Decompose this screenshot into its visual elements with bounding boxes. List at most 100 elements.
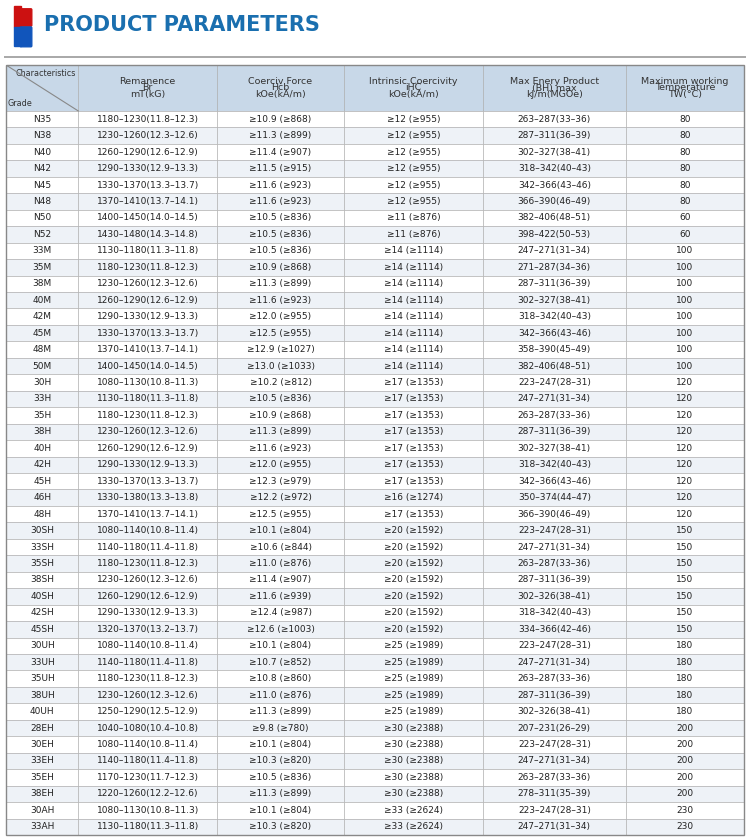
Text: 342–366(43–46): 342–366(43–46) — [518, 328, 591, 338]
Text: 247–271(31–34): 247–271(31–34) — [518, 395, 591, 403]
Text: ≥11.0 (≥876): ≥11.0 (≥876) — [250, 559, 312, 568]
Text: 263–287(33–36): 263–287(33–36) — [518, 675, 591, 683]
Text: 33SH: 33SH — [30, 543, 54, 552]
Bar — [6, 308, 78, 325]
Text: Max Enery Product: Max Enery Product — [510, 77, 599, 86]
Bar — [483, 308, 626, 325]
Bar — [78, 325, 217, 341]
Text: ≥25 (≥1989): ≥25 (≥1989) — [384, 690, 443, 700]
Text: ≥20 (≥1592): ≥20 (≥1592) — [384, 608, 443, 617]
Bar — [344, 555, 483, 572]
Text: 271–287(34–36): 271–287(34–36) — [518, 263, 591, 272]
Text: 80: 80 — [680, 164, 691, 173]
Text: ≥10.9 (≥868): ≥10.9 (≥868) — [250, 115, 312, 123]
Text: Hcb: Hcb — [272, 83, 290, 92]
Bar — [78, 144, 217, 160]
Text: 1140–1180(11.4–11.8): 1140–1180(11.4–11.8) — [97, 543, 199, 552]
Bar — [6, 128, 78, 144]
Bar — [6, 407, 78, 423]
Bar — [217, 555, 344, 572]
Bar — [6, 720, 78, 737]
Text: ≥10.3 (≥820): ≥10.3 (≥820) — [250, 822, 311, 832]
Bar — [6, 555, 78, 572]
Bar — [344, 538, 483, 555]
Bar — [626, 391, 744, 407]
Text: Grade: Grade — [8, 99, 33, 108]
Text: 1220–1260(12.2–12.6): 1220–1260(12.2–12.6) — [97, 790, 199, 798]
Text: ≥20 (≥1592): ≥20 (≥1592) — [384, 559, 443, 568]
Bar — [6, 144, 78, 160]
Text: 120: 120 — [676, 444, 694, 453]
Bar — [626, 473, 744, 490]
Bar — [344, 490, 483, 506]
Text: 398–422(50–53): 398–422(50–53) — [518, 230, 591, 239]
Bar — [344, 210, 483, 226]
Text: 334–366(42–46): 334–366(42–46) — [518, 625, 591, 634]
Bar — [6, 769, 78, 785]
Bar — [626, 737, 744, 753]
Bar — [483, 226, 626, 243]
Bar — [483, 572, 626, 588]
Bar — [626, 654, 744, 670]
Bar — [483, 160, 626, 176]
Bar — [6, 391, 78, 407]
Bar — [626, 753, 744, 769]
Text: 263–287(33–36): 263–287(33–36) — [518, 115, 591, 123]
Text: 1260–1290(12.6–12.9): 1260–1290(12.6–12.9) — [97, 296, 199, 305]
Bar — [483, 588, 626, 605]
Text: 302–326(38–41): 302–326(38–41) — [518, 707, 591, 716]
Bar — [217, 292, 344, 308]
Bar — [78, 473, 217, 490]
Text: 80: 80 — [680, 181, 691, 190]
Bar — [483, 555, 626, 572]
Text: (BH) max: (BH) max — [532, 83, 577, 92]
Text: 318–342(40–43): 318–342(40–43) — [518, 460, 591, 470]
Text: ≥12.9 (≥1027): ≥12.9 (≥1027) — [247, 345, 314, 354]
Text: 120: 120 — [676, 460, 694, 470]
Text: 200: 200 — [676, 723, 694, 732]
Text: 38EH: 38EH — [30, 790, 54, 798]
Text: 35M: 35M — [32, 263, 52, 272]
Text: ≥25 (≥1989): ≥25 (≥1989) — [384, 658, 443, 667]
Bar — [626, 226, 744, 243]
Bar — [344, 638, 483, 654]
Bar — [78, 65, 217, 111]
Bar — [217, 226, 344, 243]
Bar — [626, 341, 744, 358]
Bar — [78, 802, 217, 818]
Text: 80: 80 — [680, 115, 691, 123]
Text: 1400–1450(14.0–14.5): 1400–1450(14.0–14.5) — [97, 361, 199, 370]
Text: kOe(kA/m): kOe(kA/m) — [388, 90, 439, 99]
Text: 302–327(38–41): 302–327(38–41) — [518, 444, 591, 453]
Bar — [6, 176, 78, 193]
Text: 1080–1140(10.8–11.4): 1080–1140(10.8–11.4) — [97, 641, 199, 650]
Bar — [626, 292, 744, 308]
Text: 263–287(33–36): 263–287(33–36) — [518, 773, 591, 782]
Text: 120: 120 — [676, 493, 694, 502]
Bar — [344, 588, 483, 605]
Text: 1260–1290(12.6–12.9): 1260–1290(12.6–12.9) — [97, 592, 199, 601]
Text: 180: 180 — [676, 707, 694, 716]
Text: 1130–1180(11.3–11.8): 1130–1180(11.3–11.8) — [97, 246, 199, 255]
Bar — [626, 802, 744, 818]
Bar — [6, 440, 78, 457]
Text: 1180–1230(11.8–12.3): 1180–1230(11.8–12.3) — [97, 559, 199, 568]
Text: N45: N45 — [33, 181, 51, 190]
Text: ≥11.5 (≥915): ≥11.5 (≥915) — [250, 164, 312, 173]
Bar — [6, 737, 78, 753]
Text: ≥12.6 (≥1003): ≥12.6 (≥1003) — [247, 625, 314, 634]
Bar — [78, 670, 217, 687]
Bar — [483, 457, 626, 473]
Text: 120: 120 — [676, 428, 694, 436]
Text: 302–326(38–41): 302–326(38–41) — [518, 592, 591, 601]
Text: 38H: 38H — [33, 428, 51, 436]
Text: ≥10.9 (≥868): ≥10.9 (≥868) — [250, 263, 312, 272]
Bar — [78, 160, 217, 176]
Bar — [483, 785, 626, 802]
Bar — [6, 703, 78, 720]
Bar — [626, 160, 744, 176]
Text: 120: 120 — [676, 378, 694, 387]
Text: Characteristics: Characteristics — [16, 69, 76, 78]
Bar — [78, 375, 217, 391]
Text: ≥16 (≥1274): ≥16 (≥1274) — [384, 493, 443, 502]
